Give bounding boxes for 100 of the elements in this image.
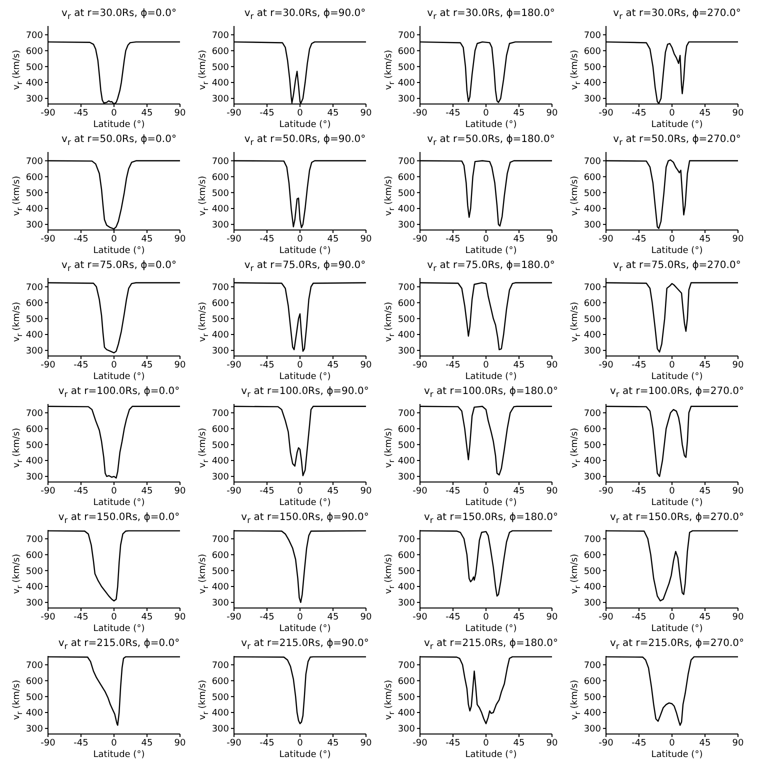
x-tick-label: -45 (74, 486, 88, 496)
y-tick-label: 400 (584, 330, 602, 341)
x-tick-label: 90 (360, 234, 372, 244)
x-tick-label: -90 (412, 486, 428, 496)
x-tick-label: -45 (260, 360, 274, 370)
x-tick-label: 90 (360, 738, 372, 748)
y-tick-label: 600 (212, 46, 230, 57)
x-tick-label: 45 (513, 738, 525, 748)
x-tick-label: -45 (446, 360, 460, 370)
x-tick-label: 90 (360, 486, 372, 496)
y-tick-label: 700 (26, 156, 44, 167)
x-axis-title: Latitude (°) (278, 498, 332, 508)
y-tick-label: 600 (26, 172, 44, 183)
x-tick-label: -45 (260, 738, 274, 748)
y-tick-label: 400 (398, 456, 416, 467)
chart-title: v$_{r}$ at r=150.0Rs, ϕ=180.0° (422, 512, 559, 526)
y-tick-label: 600 (26, 550, 44, 561)
y-tick-label: 300 (26, 472, 44, 483)
x-axis-title: Latitude (°) (278, 120, 332, 130)
y-tick-label: 500 (584, 692, 602, 703)
x-axis-title: Latitude (°) (464, 372, 518, 382)
y-tick-label: 300 (398, 220, 416, 231)
x-tick-label: 45 (699, 486, 711, 496)
y-tick-label: 600 (26, 298, 44, 309)
x-tick-label: -45 (446, 738, 460, 748)
y-tick-label: 300 (212, 598, 230, 609)
y-tick-label: 400 (26, 204, 44, 215)
x-tick-label: -90 (226, 360, 242, 370)
y-tick-label: 500 (212, 566, 230, 577)
y-tick-label: 500 (26, 188, 44, 199)
chart-title: v$_{r}$ at r=75.0Rs, ϕ=270.0° (612, 260, 742, 274)
y-tick-label: 700 (212, 660, 230, 671)
chart-title: v$_{r}$ at r=50.0Rs, ϕ=0.0° (60, 134, 178, 148)
x-tick-label: 0 (297, 108, 304, 118)
y-tick-label: 500 (26, 566, 44, 577)
x-tick-label: 45 (513, 234, 525, 244)
y-tick-label: 500 (584, 566, 602, 577)
x-tick-label: 0 (297, 486, 304, 496)
y-tick-label: 600 (26, 46, 44, 57)
y-tick-label: 400 (398, 78, 416, 89)
y-tick-label: 600 (398, 550, 416, 561)
line-series (234, 282, 366, 352)
x-axis-title: Latitude (°) (92, 624, 146, 634)
y-tick-label: 400 (212, 582, 230, 593)
x-tick-label: -90 (40, 108, 56, 118)
y-tick-label: 700 (26, 660, 44, 671)
y-tick-label: 400 (212, 78, 230, 89)
x-tick-label: -90 (226, 738, 242, 748)
y-tick-label: 300 (26, 598, 44, 609)
x-tick-label: -45 (260, 108, 274, 118)
x-axis-title: Latitude (°) (464, 624, 518, 634)
y-tick-label: 700 (398, 534, 416, 545)
x-tick-label: 0 (297, 612, 304, 622)
x-tick-label: -90 (598, 738, 614, 748)
y-tick-label: 300 (398, 472, 416, 483)
y-tick-label: 700 (398, 30, 416, 41)
y-tick-label: 400 (584, 708, 602, 719)
x-tick-label: 90 (546, 486, 558, 496)
x-axis-title: Latitude (°) (650, 246, 704, 256)
x-axis-title: Latitude (°) (650, 498, 704, 508)
y-tick-label: 400 (26, 582, 44, 593)
y-tick-label: 400 (26, 456, 44, 467)
y-tick-label: 400 (398, 708, 416, 719)
x-tick-label: 0 (111, 738, 118, 748)
x-tick-label: 0 (669, 234, 676, 244)
y-tick-label: 400 (26, 330, 44, 341)
y-tick-label: 500 (26, 62, 44, 73)
y-tick-label: 400 (584, 78, 602, 89)
x-tick-label: 90 (546, 360, 558, 370)
chart-title: v$_{r}$ at r=100.0Rs, ϕ=270.0° (608, 386, 745, 400)
chart-title: v$_{r}$ at r=150.0Rs, ϕ=270.0° (608, 512, 745, 526)
y-tick-label: 400 (398, 582, 416, 593)
x-tick-label: 0 (669, 612, 676, 622)
x-axis-title: Latitude (°) (464, 120, 518, 130)
y-tick-label: 500 (26, 314, 44, 325)
x-tick-label: 45 (513, 360, 525, 370)
x-tick-label: -90 (598, 612, 614, 622)
x-tick-label: -45 (446, 234, 460, 244)
x-tick-label: 90 (546, 234, 558, 244)
x-tick-label: 0 (483, 360, 490, 370)
x-tick-label: -90 (40, 486, 56, 496)
y-tick-label: 300 (26, 94, 44, 105)
x-axis-title: Latitude (°) (464, 750, 518, 760)
x-tick-label: -90 (40, 234, 56, 244)
x-tick-label: 90 (732, 108, 744, 118)
y-tick-label: 300 (26, 220, 44, 231)
x-tick-label: -45 (446, 108, 460, 118)
y-tick-label: 300 (212, 472, 230, 483)
y-tick-label: 600 (212, 172, 230, 183)
y-tick-label: 500 (212, 62, 230, 73)
y-tick-label: 700 (212, 30, 230, 41)
x-tick-label: 0 (483, 486, 490, 496)
y-tick-label: 400 (212, 204, 230, 215)
x-tick-label: 90 (546, 612, 558, 622)
y-tick-label: 500 (212, 692, 230, 703)
x-tick-label: -90 (40, 738, 56, 748)
y-tick-label: 600 (584, 298, 602, 309)
y-tick-label: 400 (584, 456, 602, 467)
x-tick-label: -45 (632, 108, 646, 118)
chart-title: v$_{r}$ at r=50.0Rs, ϕ=180.0° (426, 134, 556, 148)
